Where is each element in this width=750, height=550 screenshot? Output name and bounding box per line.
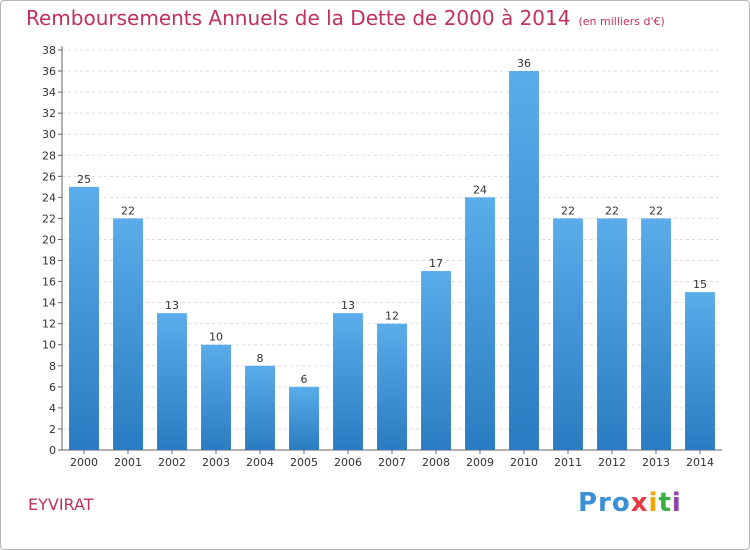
data-label: 8 <box>257 352 264 365</box>
data-label: 24 <box>473 183 487 196</box>
x-tick-label: 2005 <box>290 456 318 469</box>
data-label: 36 <box>517 57 531 70</box>
y-tick-label: 34 <box>42 86 56 99</box>
proxiti-logo: Proxiti <box>578 488 682 518</box>
chart-title-block: Remboursements Annuels de la Dette de 20… <box>26 6 665 30</box>
x-tick-label: 2000 <box>70 456 98 469</box>
logo-part: i <box>648 488 659 518</box>
bar <box>553 218 583 450</box>
y-tick-label: 10 <box>42 339 56 352</box>
y-tick-label: 26 <box>42 170 56 183</box>
chart-unit: (en milliers d'€) <box>578 15 665 28</box>
bar <box>289 386 319 450</box>
y-tick-label: 12 <box>42 318 56 331</box>
logo-part: x <box>630 488 649 518</box>
x-tick-label: 2009 <box>466 456 494 469</box>
data-label: 13 <box>165 299 179 312</box>
y-tick-label: 22 <box>42 212 56 225</box>
place-name: EYVIRAT <box>28 495 94 514</box>
logo-part: Pro <box>578 488 631 518</box>
logo-part: t <box>658 488 672 518</box>
y-tick-label: 20 <box>42 233 56 246</box>
x-tick-label: 2013 <box>642 456 670 469</box>
y-tick-label: 32 <box>42 107 56 120</box>
x-tick-label: 2008 <box>422 456 450 469</box>
labels: 0246810121416182022242628303234363820002… <box>42 44 714 469</box>
bar <box>597 218 627 450</box>
y-tick-label: 36 <box>42 65 56 78</box>
x-tick-label: 2001 <box>114 456 142 469</box>
y-tick-label: 0 <box>49 444 56 457</box>
data-label: 6 <box>301 373 308 386</box>
data-label: 22 <box>121 204 135 217</box>
y-tick-label: 8 <box>49 360 56 373</box>
y-tick-label: 14 <box>42 297 56 310</box>
y-tick-label: 18 <box>42 255 56 268</box>
data-label: 22 <box>561 204 575 217</box>
x-tick-label: 2002 <box>158 456 186 469</box>
y-tick-label: 28 <box>42 149 56 162</box>
bar <box>333 313 363 450</box>
bar <box>69 186 99 450</box>
bar <box>157 313 187 450</box>
bars <box>69 71 715 450</box>
bar <box>685 292 715 450</box>
data-label: 22 <box>649 204 663 217</box>
y-tick-label: 4 <box>49 402 56 415</box>
data-label: 15 <box>693 278 707 291</box>
bar <box>245 365 275 450</box>
bar <box>509 71 539 450</box>
bar <box>377 323 407 450</box>
chart-title: Remboursements Annuels de la Dette de 20… <box>26 6 571 30</box>
bar <box>641 218 671 450</box>
data-label: 12 <box>385 310 399 323</box>
y-tick-label: 6 <box>49 381 56 394</box>
x-tick-label: 2004 <box>246 456 274 469</box>
x-tick-label: 2003 <box>202 456 230 469</box>
y-tick-label: 16 <box>42 276 56 289</box>
y-tick-label: 30 <box>42 128 56 141</box>
x-tick-label: 2010 <box>510 456 538 469</box>
y-tick-label: 38 <box>42 44 56 57</box>
x-tick-label: 2012 <box>598 456 626 469</box>
data-label: 17 <box>429 257 443 270</box>
data-label: 13 <box>341 299 355 312</box>
data-label: 25 <box>77 173 91 186</box>
logo-part: i <box>671 488 682 518</box>
x-tick-label: 2014 <box>686 456 714 469</box>
data-label: 22 <box>605 204 619 217</box>
bar <box>201 344 231 450</box>
y-tick-label: 2 <box>49 423 56 436</box>
y-tick-label: 24 <box>42 191 56 204</box>
bar <box>113 218 143 450</box>
x-tick-label: 2006 <box>334 456 362 469</box>
x-tick-label: 2007 <box>378 456 406 469</box>
bar <box>421 271 451 450</box>
data-label: 10 <box>209 331 223 344</box>
x-tick-label: 2011 <box>554 456 582 469</box>
bar <box>465 197 495 450</box>
